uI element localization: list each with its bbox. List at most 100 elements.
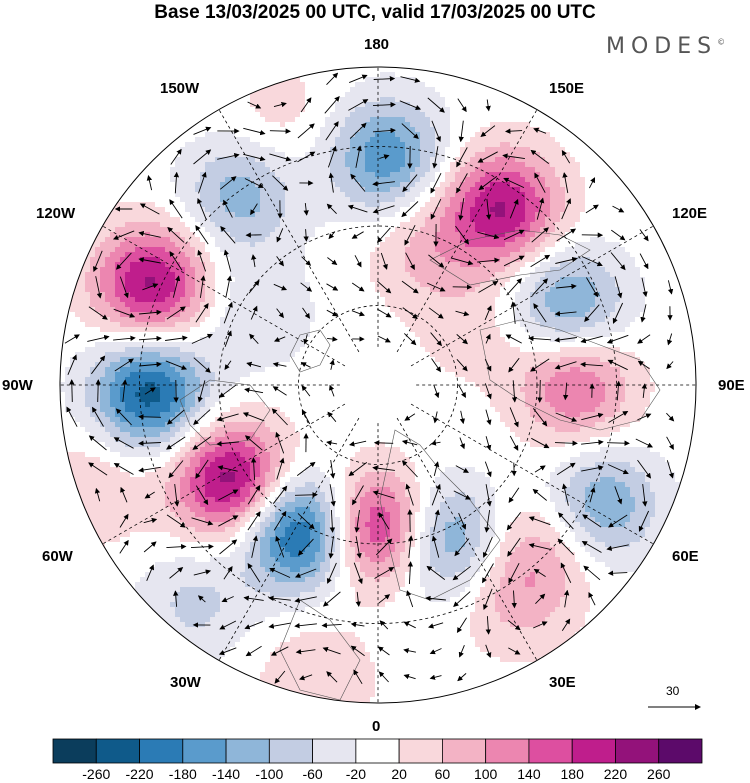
wind-vector: [484, 461, 492, 478]
wind-vector: [580, 335, 603, 344]
wind-vector: [218, 647, 237, 656]
wind-vector: [169, 567, 184, 579]
wind-vector: [608, 514, 628, 528]
brand-logo: MODES©: [606, 34, 725, 59]
wind-vector: [432, 146, 439, 169]
wind-vector: [174, 484, 180, 507]
wind-vector: [606, 440, 630, 446]
wind-vector: [138, 309, 162, 316]
wind-vector: [167, 226, 185, 243]
colorbar-tick-label: -100: [255, 766, 284, 782]
colorbar-swatch: [398, 738, 443, 764]
wind-vector: [354, 510, 360, 533]
wind-vector: [588, 177, 596, 189]
wind-vector: [561, 198, 572, 220]
coastline-segment: [379, 429, 501, 601]
wind-vector: [428, 622, 444, 629]
wind-vector: [219, 539, 238, 555]
wind-vector: [249, 333, 259, 345]
wind-vector: [378, 512, 390, 530]
wind-vector: [580, 361, 604, 368]
wind-vector: [612, 205, 625, 213]
wind-vector: [348, 99, 369, 111]
wind-vector: [193, 409, 211, 426]
wind-vector: [562, 172, 569, 194]
wind-vector: [585, 204, 599, 214]
colorbar-tick-label: -60: [302, 766, 323, 782]
wind-vector: [326, 440, 338, 446]
wind-vector: [297, 538, 314, 556]
wind-vector: [327, 145, 337, 168]
wind-vector: [477, 257, 500, 264]
wind-vector: [485, 333, 491, 344]
wind-vector: [195, 303, 209, 323]
colorbar-tick-label: -20: [345, 766, 366, 782]
anomaly-field: [60, 67, 696, 703]
wind-vector: [455, 310, 470, 317]
wind-vector: [554, 337, 577, 343]
wind-vector: [297, 151, 316, 163]
wind-vector: [639, 229, 649, 242]
wind-vector: [507, 619, 521, 631]
wind-vector: [326, 562, 337, 584]
map-title: Base 13/03/2025 00 UTC, valid 17/03/2025…: [154, 2, 596, 23]
wind-vector: [555, 256, 578, 264]
wind-vector: [478, 176, 498, 191]
wind-vector: [328, 231, 336, 240]
wind-vector: [243, 595, 264, 601]
wind-vector: [301, 256, 312, 266]
wind-vector: [321, 622, 342, 629]
wind-vector: [165, 335, 188, 341]
wind-vector: [640, 304, 647, 323]
wind-vector: [614, 276, 623, 299]
wind-vector: [484, 510, 491, 533]
wind-vector: [508, 647, 521, 655]
wind-vector: [119, 513, 129, 528]
wind-vector: [507, 537, 521, 557]
meridian-line: [218, 109, 360, 353]
wind-vector: [530, 358, 550, 372]
wind-vector: [534, 172, 546, 193]
wind-vector: [326, 203, 337, 215]
wind-vector: [666, 436, 674, 450]
wind-vector: [329, 460, 336, 479]
wind-vector: [355, 591, 361, 607]
wind-vector: [193, 149, 212, 165]
wind-vector: [219, 620, 237, 630]
wind-vector: [502, 153, 525, 160]
lon-label-60w: 60W: [42, 548, 73, 565]
colorbar-swatch: [139, 738, 184, 764]
wind-vector: [268, 595, 291, 601]
wind-vector: [458, 384, 466, 398]
wind-vector: [144, 491, 155, 499]
wind-vector: [138, 361, 162, 368]
wind-vector: [431, 535, 440, 558]
wind-vector: [606, 544, 629, 551]
wind-vector: [505, 334, 522, 344]
wind-vector: [428, 254, 445, 268]
wind-vector: [556, 462, 576, 476]
colorbar-swatch: [355, 738, 400, 764]
colorbar-swatch: [485, 738, 530, 764]
wind-vector: [115, 252, 132, 270]
wind-vector: [637, 459, 652, 479]
wind-vector: [533, 303, 547, 323]
wind-vector: [401, 280, 419, 294]
wind-vector: [478, 281, 499, 293]
wind-vector: [561, 618, 571, 632]
wind-vector: [532, 488, 547, 501]
wind-vector: [138, 257, 161, 264]
wind-vector: [92, 406, 104, 427]
wind-vector: [350, 173, 366, 192]
wind-vector: [459, 410, 466, 425]
wind-vector: [64, 334, 80, 344]
wind-vector: [199, 275, 206, 298]
wind-vector: [191, 333, 213, 344]
wind-vector: [329, 384, 335, 397]
lon-label-30w: 30W: [170, 674, 201, 691]
wind-vector: [612, 302, 624, 324]
wind-vector: [294, 568, 317, 578]
wind-vector: [581, 412, 604, 421]
wind-vector: [456, 147, 468, 168]
